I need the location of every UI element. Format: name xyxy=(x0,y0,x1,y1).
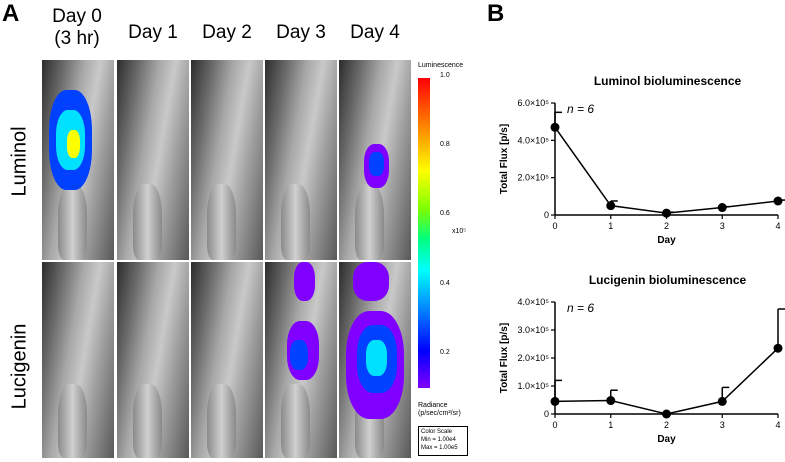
chart1-x-tick-label: 4 xyxy=(775,221,780,231)
day-label-2: Day 2 xyxy=(202,22,252,43)
chart2-data-point xyxy=(773,343,783,353)
colorbar-title: Luminescence xyxy=(418,62,464,69)
chart2-annotation: n = 6 xyxy=(567,301,594,315)
chart1-data-point xyxy=(550,122,560,132)
color-scale-title: Color Scale xyxy=(421,429,453,435)
panel-b-letter: B xyxy=(487,0,505,27)
chart1-x-tick-label: 3 xyxy=(720,221,725,231)
mouse-image-luminol-day2 xyxy=(191,60,263,260)
colorbar-tick-0-2: 0.2 xyxy=(440,349,450,356)
chart1-x-tick-label: 1 xyxy=(608,221,613,231)
colorbar-tick-0-4: 0.4 xyxy=(440,280,450,287)
color-scale-min: Min = 1.00e4 xyxy=(421,437,456,443)
mouse-image-luminol-day4 xyxy=(339,60,411,260)
chart2-y-tick-label: 0 xyxy=(544,409,549,419)
colorbar-tick-1-0: 1.0 xyxy=(440,72,450,79)
chart1-data-point xyxy=(606,201,616,211)
color-scale-box: Color Scale Min = 1.00e4 Max = 1.00e5 xyxy=(418,426,468,456)
mouse-image-lucigenin-day3 xyxy=(265,262,337,458)
colorbar-exponent: x10⁵ xyxy=(452,228,467,235)
chart1-y-tick-label: 0 xyxy=(544,210,549,220)
chart1-x-tick-label: 2 xyxy=(664,221,669,231)
chart2-y-tick-label: 1.0×10⁵ xyxy=(517,381,549,391)
mouse-image-luminol-day0 xyxy=(42,60,114,260)
mouse-image-lucigenin-day4 xyxy=(339,262,411,458)
colorbar-units-line1: Radiance xyxy=(418,402,448,409)
day-label-1: Day 1 xyxy=(128,22,178,43)
mouse-image-lucigenin-day0 xyxy=(42,262,114,458)
chart1-data-point xyxy=(717,203,727,213)
chart1-data-point xyxy=(773,196,783,206)
chart2-series-line xyxy=(554,347,779,415)
chart2-y-tick-label: 4.0×10⁵ xyxy=(517,297,549,307)
chart2-x-axis-label: Day xyxy=(657,434,676,445)
colorbar-tick-0-8: 0.8 xyxy=(440,141,450,148)
day-label-0-line2: (3 hr) xyxy=(54,28,100,49)
chart2-y-axis-label: Total Flux [p/s] xyxy=(499,323,510,393)
chart1-annotation: n = 6 xyxy=(567,102,594,116)
chart2-x-tick-label: 2 xyxy=(664,420,669,430)
chart1-title: Luminol bioluminescence xyxy=(593,74,742,88)
chart2-data-point xyxy=(662,409,671,419)
chart1-x-tick-label: 0 xyxy=(552,221,557,231)
chart2-x-tick-label: 0 xyxy=(552,420,557,430)
mouse-image-lucigenin-day1 xyxy=(117,262,189,458)
chart2-y-tick-label: 2.0×10⁵ xyxy=(517,353,549,363)
mouse-image-luminol-day3 xyxy=(265,60,337,260)
colorbar xyxy=(418,78,430,388)
chart2-data-point xyxy=(717,396,727,406)
chart2-data-point xyxy=(606,396,616,406)
chart2-title: Lucigenin bioluminescence xyxy=(588,273,747,287)
chart1-series-line xyxy=(554,126,779,214)
chart1-x-axis-label: Day xyxy=(657,235,676,246)
chart2-y-tick-label: 3.0×10⁵ xyxy=(517,325,549,335)
chart2-x-tick-label: 3 xyxy=(720,420,725,430)
chart2-x-tick-label: 1 xyxy=(608,420,613,430)
day-label-0: Day 0 (3 hr) xyxy=(40,6,114,50)
chart2-data-point xyxy=(550,396,560,406)
chart2-x-tick-label: 4 xyxy=(775,420,780,430)
chart1-y-tick-label: 6.0×10⁵ xyxy=(517,98,549,108)
chart1-y-tick-label: 2.0×10⁵ xyxy=(517,173,549,183)
chart1-data-point xyxy=(662,208,671,218)
mouse-image-lucigenin-day2 xyxy=(191,262,263,458)
panel-a-letter: A xyxy=(2,0,20,27)
chart1-y-tick-label: 4.0×10⁵ xyxy=(517,135,549,145)
chart1-y-axis-label: Total Flux [p/s] xyxy=(499,124,510,194)
mouse-image-luminol-day1 xyxy=(117,60,189,260)
day-label-3: Day 3 xyxy=(276,22,326,43)
day-label-0-line1: Day 0 xyxy=(52,6,102,27)
day-label-4: Day 4 xyxy=(350,22,400,43)
color-scale-max: Max = 1.00e5 xyxy=(421,445,458,451)
colorbar-units-line2: (p/sec/cm²/sr) xyxy=(418,410,461,417)
colorbar-tick-0-6: 0.6 xyxy=(440,210,450,217)
